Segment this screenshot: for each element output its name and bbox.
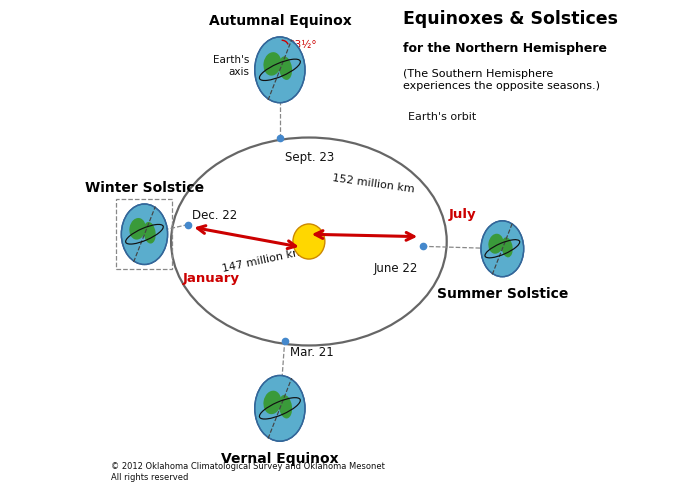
Ellipse shape [255,38,305,104]
Ellipse shape [279,395,292,419]
Text: © 2012 Oklahoma Climatological Survey and Oklahoma Mesonet
All rights reserved: © 2012 Oklahoma Climatological Survey an… [111,462,384,481]
Text: Winter Solstice: Winter Solstice [85,181,204,195]
Text: Autumnal Equinox: Autumnal Equinox [209,14,351,28]
Ellipse shape [489,234,503,254]
Text: January: January [183,271,240,284]
Ellipse shape [279,57,292,81]
Text: 152 million km: 152 million km [332,172,415,194]
Text: 147 million km: 147 million km [221,246,304,273]
Ellipse shape [481,221,524,277]
Text: Vernal Equinox: Vernal Equinox [221,451,339,465]
Text: July: July [449,207,477,220]
Text: for the Northern Hemisphere: for the Northern Hemisphere [403,42,607,55]
Text: Equinoxes & Solstices: Equinoxes & Solstices [403,10,618,28]
Ellipse shape [263,53,281,76]
Text: Summer Solstice: Summer Solstice [437,287,568,301]
Text: 23½°: 23½° [288,39,317,49]
Ellipse shape [293,225,325,259]
Ellipse shape [263,391,281,414]
Text: Dec. 22: Dec. 22 [192,208,237,221]
Ellipse shape [121,205,167,265]
Text: Earth's orbit: Earth's orbit [408,111,476,121]
Text: Mar. 21: Mar. 21 [290,345,333,358]
Ellipse shape [501,238,512,258]
Ellipse shape [130,219,146,240]
Text: Earth's
axis: Earth's axis [213,55,249,76]
Text: Sept. 23: Sept. 23 [285,151,334,163]
Text: June 22: June 22 [373,261,418,274]
Ellipse shape [144,223,155,244]
Ellipse shape [255,376,305,441]
Text: (The Southern Hemisphere
experiences the opposite seasons.): (The Southern Hemisphere experiences the… [403,69,600,91]
